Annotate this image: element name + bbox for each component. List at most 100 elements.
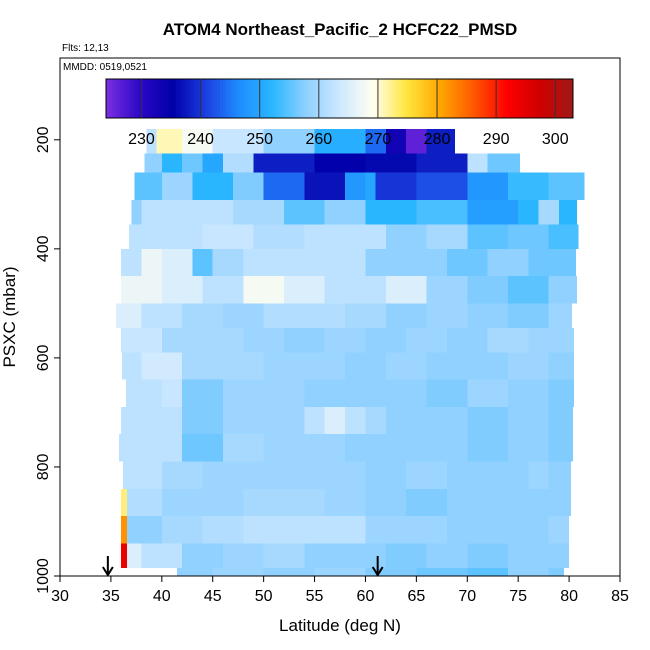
colorbar-swatch — [132, 79, 136, 118]
colorbar-swatch — [120, 79, 125, 118]
x-tick-label: 80 — [560, 588, 578, 605]
colorbar-swatch — [386, 79, 390, 118]
latitude-arrow — [371, 556, 384, 577]
colorbar-swatch — [269, 79, 273, 118]
colorbar-swatch — [359, 79, 364, 118]
colorbar-swatch — [266, 79, 271, 118]
colorbar-swatch — [348, 79, 352, 118]
colorbar-swatch — [173, 79, 177, 118]
x-tick-label: 30 — [51, 588, 69, 605]
heatmap-cell — [487, 153, 521, 173]
heatmap-cell — [202, 276, 244, 304]
y-tick-label: 800 — [35, 454, 52, 481]
colorbar-swatch — [161, 79, 165, 118]
colorbar-swatch — [389, 79, 393, 118]
colorbar-swatch — [485, 79, 489, 118]
heatmap-cell — [212, 567, 264, 576]
colorbar-swatch — [555, 79, 560, 118]
heatmap-cell — [222, 379, 264, 407]
heatmap-cell — [263, 567, 315, 576]
heatmap-cell — [161, 488, 203, 517]
y-tick-label: 1000 — [35, 558, 52, 594]
colorbar-swatch — [438, 79, 443, 118]
heatmap-cell — [182, 543, 223, 568]
heatmap-cell — [345, 434, 386, 462]
colorbar-swatch — [231, 79, 236, 118]
heatmap-cell — [385, 128, 407, 154]
colorbar-swatch — [517, 79, 522, 118]
colorbar-swatch — [228, 79, 233, 118]
heatmap-cell — [324, 488, 366, 517]
x-tick-label: 35 — [102, 588, 120, 605]
heatmap-cell — [123, 461, 162, 489]
colorbar-swatch — [532, 79, 536, 118]
x-tick-label: 60 — [357, 588, 375, 605]
heatmap-cell — [406, 327, 447, 353]
heatmap-cell — [161, 224, 203, 249]
heatmap-cell — [426, 379, 468, 407]
heatmap-cell — [518, 199, 539, 225]
heatmap-cell — [202, 516, 244, 544]
colorbar-swatch — [351, 79, 355, 118]
heatmap-cell — [202, 224, 254, 249]
colorbar-swatch — [561, 79, 565, 118]
heatmap-cell — [284, 153, 315, 173]
heatmap-cell — [487, 461, 529, 489]
colorbar-swatch — [117, 79, 122, 118]
y-tick-label: 600 — [35, 344, 52, 371]
heatmap-cell — [487, 488, 529, 517]
colorbar-swatch — [181, 79, 186, 118]
colorbar-swatch — [424, 79, 428, 118]
colorbar-swatch — [552, 79, 557, 118]
heatmap-cell — [324, 516, 366, 544]
heatmap-cell — [345, 379, 386, 407]
colorbar-swatch — [491, 79, 495, 118]
colorbar-swatch — [123, 79, 128, 118]
heatmap-cell — [253, 153, 284, 173]
heatmap-cell — [365, 199, 417, 225]
colorbar-swatch — [400, 79, 405, 118]
colorbar-swatch — [479, 79, 484, 118]
heatmap-cell — [122, 352, 142, 380]
colorbar-swatch — [435, 79, 440, 118]
heatmap-cell — [385, 406, 427, 435]
heatmap-cell — [222, 434, 264, 462]
heatmap-cell — [243, 327, 284, 353]
heatmap-cell — [467, 303, 508, 328]
heatmap-cell — [528, 516, 549, 544]
heatmap-cell — [467, 199, 519, 225]
heatmap-cell — [222, 303, 264, 328]
colorbar-swatch — [254, 79, 259, 118]
colorbar-swatch — [470, 79, 475, 118]
colorbar-swatch — [456, 79, 460, 118]
colorbar-swatch — [497, 79, 501, 118]
colorbar-swatch — [114, 79, 119, 118]
colorbar-swatch — [365, 79, 370, 118]
heatmap-cell — [365, 172, 376, 200]
y-tick-label: 400 — [35, 235, 52, 262]
colorbar-swatch — [488, 79, 492, 118]
heatmap-cell — [131, 199, 142, 225]
heatmap-cell — [212, 248, 244, 277]
colorbar-swatch — [371, 79, 376, 118]
heatmap-cell — [263, 172, 305, 200]
heatmap-cell — [121, 406, 162, 435]
heatmap-cell — [548, 488, 572, 517]
colorbar-swatch — [108, 79, 113, 118]
heatmap-cell — [304, 352, 346, 380]
heatmap-cell — [127, 543, 142, 568]
heatmap-cell — [126, 379, 162, 407]
colorbar-swatch — [336, 79, 341, 118]
heatmap-cell — [222, 406, 264, 435]
heatmap-cell — [426, 276, 468, 304]
heatmap-cell — [426, 224, 468, 249]
colorbar-swatch — [143, 79, 148, 118]
heatmap-cell — [161, 461, 203, 489]
heatmap-cell — [385, 276, 427, 304]
colorbar-swatch — [289, 79, 294, 118]
colorbar-swatch — [441, 79, 446, 118]
heatmap-cell — [324, 406, 346, 435]
heatmap-cell — [304, 172, 346, 200]
heatmap-cell — [127, 488, 162, 517]
colorbar-swatch — [508, 79, 513, 118]
